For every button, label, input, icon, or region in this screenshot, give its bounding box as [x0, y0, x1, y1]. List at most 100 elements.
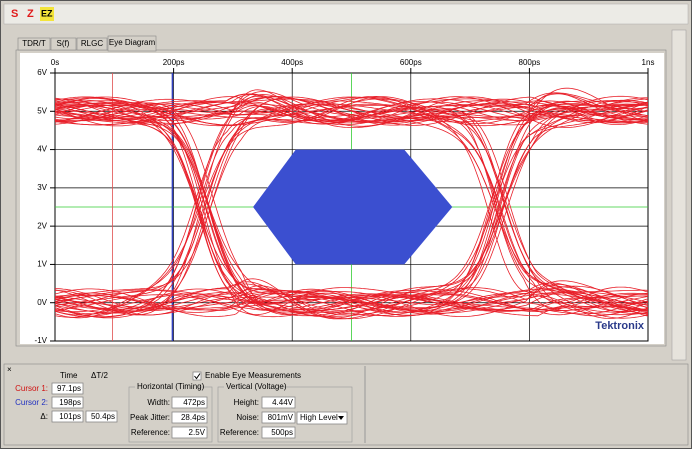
dropdown-value[interactable]: High Level	[300, 413, 338, 422]
group-title-bg	[135, 383, 197, 391]
group-title-bg	[224, 383, 284, 391]
tab[interactable]	[50, 37, 77, 51]
group-title: Vertical (Voltage)	[226, 382, 287, 391]
eye-trace	[55, 103, 648, 317]
logo: Tektronix	[595, 320, 645, 332]
eye-trace	[55, 280, 648, 317]
eye-trace	[55, 95, 648, 127]
eye-trace	[55, 104, 648, 312]
value-box	[85, 410, 118, 423]
eye-trace	[55, 100, 648, 123]
eye-trace	[55, 282, 648, 316]
field-value: 472ps	[183, 398, 205, 407]
close-icon[interactable]: ×	[7, 365, 12, 374]
y-tick-label: 1V	[37, 260, 47, 269]
y-tick-label: 2V	[37, 221, 47, 230]
dropdown[interactable]	[296, 411, 348, 425]
cursor1-time: 97.1ps	[57, 384, 81, 393]
ez-icon-bg	[40, 7, 54, 21]
ez-icon[interactable]: EZ	[41, 8, 53, 18]
eye-trace	[55, 100, 648, 312]
cursor2-time: 198ps	[59, 398, 81, 407]
cursor1-label: Cursor 1:	[15, 384, 48, 393]
eye-trace	[55, 296, 648, 312]
field-label: Reference:	[220, 428, 259, 437]
tab-label[interactable]: Eye Diagram	[109, 38, 156, 47]
value-box	[51, 382, 84, 395]
value-box	[171, 426, 208, 439]
group-box	[217, 386, 353, 443]
x-tick-label: 1ns	[642, 58, 655, 67]
y-tick-label: 3V	[37, 183, 47, 192]
x-tick-label: 200ps	[163, 58, 185, 67]
value-box	[261, 426, 296, 439]
y-tick-label: 5V	[37, 106, 47, 115]
eye-trace	[55, 119, 648, 317]
eye-trace	[55, 102, 648, 312]
field-label: Height:	[234, 398, 259, 407]
eye-mask	[253, 149, 453, 265]
eye-trace	[55, 290, 648, 313]
eye-trace	[55, 87, 648, 316]
eye-trace	[55, 103, 648, 314]
x-tick-label: 0s	[51, 58, 59, 67]
eye-trace	[55, 100, 648, 119]
x-tick-label: 400ps	[281, 58, 303, 67]
field-label: Noise:	[236, 413, 259, 422]
value-box	[51, 410, 84, 423]
tab-label[interactable]: TDR/T	[22, 39, 46, 48]
y-tick-label: 0V	[37, 298, 47, 307]
tab-active[interactable]	[107, 35, 157, 52]
value-box	[171, 411, 208, 424]
value-box	[261, 411, 296, 424]
field-label: Peak Jitter:	[130, 413, 170, 422]
checkmark	[194, 373, 201, 380]
group-rows: Width: 472ps Peak Jitter: 28.4ps Reference: 2…	[130, 396, 296, 439]
eye-trace	[55, 98, 648, 125]
traces	[55, 87, 648, 320]
eye-trace	[55, 105, 648, 311]
scrollbar[interactable]	[671, 29, 687, 361]
eye-trace	[55, 96, 648, 304]
field-value: 2.5V	[189, 428, 206, 437]
tab-label[interactable]: RLGC	[81, 39, 103, 48]
y-tick-label: -1V	[35, 336, 48, 345]
field-label: Width:	[147, 398, 170, 407]
field-value: 4.44V	[272, 398, 294, 407]
value-box	[171, 396, 208, 409]
tab[interactable]	[17, 37, 51, 51]
y-tick-label: 6V	[37, 68, 47, 77]
eye-trace	[55, 102, 648, 313]
checkbox[interactable]	[192, 371, 202, 381]
eye-trace	[55, 98, 648, 293]
col-header: Time	[60, 371, 78, 380]
eye-trace	[55, 96, 648, 319]
delta-label: Δ:	[40, 412, 48, 421]
x-tick-label: 600ps	[400, 58, 422, 67]
s-icon[interactable]: S	[11, 8, 18, 20]
field-value: 801mV	[268, 413, 294, 422]
delta-half: 50.4ps	[91, 412, 115, 421]
tab-label[interactable]: S(f)	[57, 39, 70, 48]
cursor2-label: Cursor 2:	[15, 398, 48, 407]
dropdown-arrow	[338, 416, 344, 420]
measure-panel	[3, 363, 689, 446]
eye-trace	[55, 285, 648, 316]
eye-plot: -1V 0V 1V 2V 3V 4V 5V 6V 0s 200ps 400ps 600ps 800ps 1…	[35, 58, 655, 345]
eye-trace	[55, 103, 648, 118]
value-box	[261, 396, 296, 409]
field-value: 500ps	[271, 428, 293, 437]
x-tick-label: 800ps	[519, 58, 541, 67]
value-box	[51, 396, 84, 409]
group-title: Horizontal (Timing)	[137, 382, 205, 391]
eye-trace	[55, 102, 648, 311]
col-header: ΔT/2	[91, 371, 108, 380]
checkbox-label[interactable]: Enable Eye Measurements	[205, 371, 301, 380]
field-label: Reference:	[131, 428, 170, 437]
tab[interactable]	[76, 37, 108, 51]
y-tick-label: 4V	[37, 145, 47, 154]
z-icon[interactable]: Z	[27, 8, 34, 20]
field-value: 28.4ps	[181, 413, 205, 422]
delta-time: 101ps	[59, 412, 81, 421]
